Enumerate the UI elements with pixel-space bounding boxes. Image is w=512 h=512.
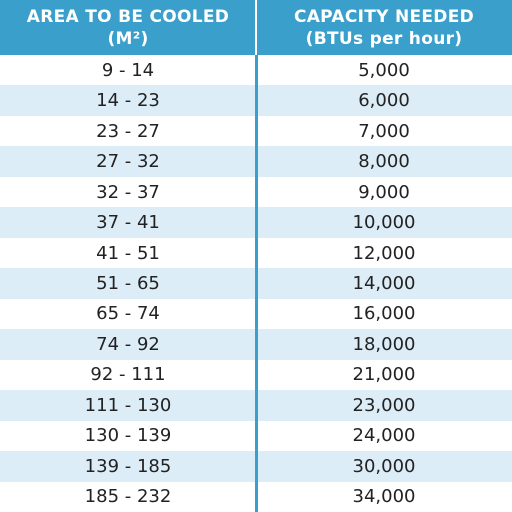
header-text: (BTUs per hour): [305, 28, 463, 49]
table-cell: 14 - 23: [96, 90, 160, 112]
table-cell: 185 - 232: [84, 486, 172, 508]
header-cell: CAPACITY NEEDED (BTUs per hour): [256, 0, 512, 55]
header-cell: AREA TO BE COOLED (M²): [0, 0, 256, 55]
table-cell: 51 - 65: [96, 272, 160, 294]
header-divider: [255, 0, 257, 55]
table-cell: 41 - 51: [96, 242, 160, 264]
table-cell: 10,000: [352, 212, 416, 234]
table-cell: 12,000: [352, 242, 416, 264]
table-cell: 6,000: [358, 90, 410, 112]
table-cell: 30,000: [352, 455, 416, 477]
table-cell: 16,000: [352, 303, 416, 325]
table-cell: 74 - 92: [96, 333, 160, 355]
table-cell: 18,000: [352, 333, 416, 355]
table-cell: 14,000: [352, 272, 416, 294]
table-cell: 27 - 32: [96, 151, 160, 173]
header-text: (M²): [107, 28, 149, 49]
table-cell: 9 - 14: [101, 59, 155, 81]
table-cell: 23 - 27: [96, 120, 160, 142]
table-cell: 21,000: [352, 364, 416, 386]
table-cell: 92 - 111: [90, 364, 166, 386]
header-text: CAPACITY NEEDED: [293, 6, 475, 27]
table-cell: 111 - 130: [84, 394, 172, 416]
table-cell: 7,000: [358, 120, 410, 142]
table-cell: 9,000: [358, 181, 410, 203]
column-divider: [255, 55, 258, 512]
table-cell: 24,000: [352, 425, 416, 447]
table-row: 65 - 74 16,000: [0, 299, 512, 329]
table-row: 9 - 14 5,000: [0, 55, 512, 85]
table-cell: 32 - 37: [96, 181, 160, 203]
table-cell: 139 - 185: [84, 455, 172, 477]
table-cell: 34,000: [352, 486, 416, 508]
table-row: 41 - 51 12,000: [0, 238, 512, 268]
header-text: AREA TO BE COOLED: [26, 6, 230, 27]
table-row: 92 - 111 21,000: [0, 360, 512, 390]
table-cell: 5,000: [358, 59, 410, 81]
table-cell: 65 - 74: [96, 303, 160, 325]
table-row: 32 - 37 9,000: [0, 177, 512, 207]
table-cell: 37 - 41: [96, 212, 160, 234]
table-cell: 130 - 139: [84, 425, 172, 447]
table-row: 23 - 27 7,000: [0, 116, 512, 146]
table-row: 185 - 232 34,000: [0, 482, 512, 512]
table-cell: 23,000: [352, 394, 416, 416]
table-row: 130 - 139 24,000: [0, 421, 512, 451]
table-cell: 8,000: [358, 151, 410, 173]
